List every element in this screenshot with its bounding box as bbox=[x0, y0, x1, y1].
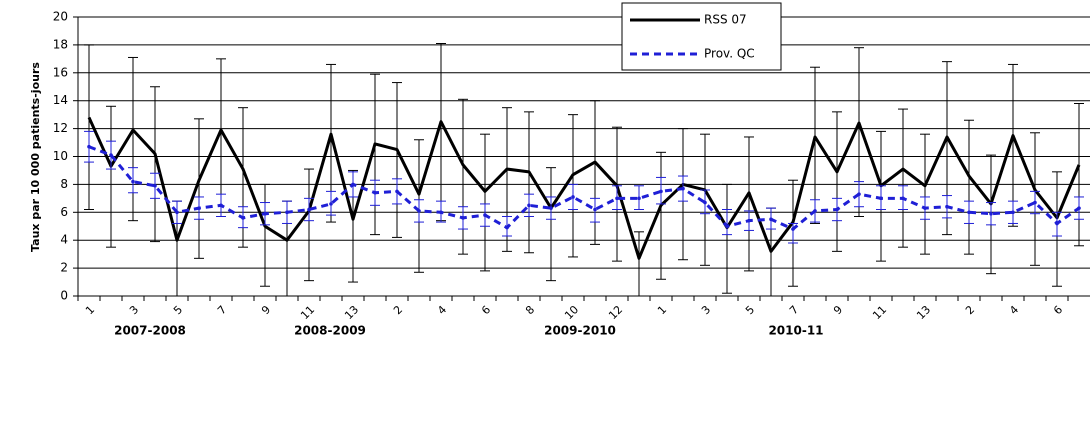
point bbox=[637, 196, 641, 201]
legend-label: RSS 07 bbox=[704, 13, 747, 27]
point bbox=[725, 224, 729, 229]
x-tick-label: 12 bbox=[606, 303, 625, 322]
point bbox=[219, 203, 223, 208]
y-tick-label: 14 bbox=[53, 93, 68, 107]
point bbox=[505, 225, 509, 230]
x-tick-label: 11 bbox=[870, 303, 889, 322]
x-tick-label: 8 bbox=[523, 303, 537, 317]
point bbox=[439, 210, 443, 215]
point bbox=[87, 144, 91, 149]
point bbox=[373, 190, 377, 195]
x-tick-label: 13 bbox=[342, 303, 361, 322]
point bbox=[461, 216, 465, 220]
point bbox=[791, 227, 795, 231]
point bbox=[769, 217, 773, 222]
x-tick-label: 3 bbox=[699, 303, 713, 317]
point bbox=[1055, 221, 1059, 226]
legend-box bbox=[621, 2, 782, 71]
y-tick-label: 0 bbox=[60, 289, 68, 303]
point bbox=[153, 183, 157, 188]
group-label: 2007-2008 bbox=[114, 324, 186, 338]
y-tick-label: 10 bbox=[53, 149, 68, 163]
x-tick-label: 2 bbox=[963, 303, 977, 317]
point bbox=[571, 195, 575, 199]
x-tick-label: 7 bbox=[787, 303, 801, 317]
point bbox=[857, 192, 861, 196]
y-tick-label: 8 bbox=[60, 177, 68, 191]
group-label: 2008-2009 bbox=[294, 324, 366, 338]
series-line bbox=[87, 116, 1081, 260]
x-tick-label: 7 bbox=[215, 303, 229, 317]
point bbox=[615, 196, 619, 201]
point bbox=[351, 182, 355, 187]
x-tick-label: 2 bbox=[391, 303, 405, 317]
point bbox=[593, 207, 597, 212]
point bbox=[109, 153, 113, 157]
point bbox=[549, 206, 553, 210]
point bbox=[901, 196, 905, 201]
y-tick-label: 20 bbox=[53, 10, 68, 24]
x-tick-label: 6 bbox=[1051, 303, 1065, 317]
point bbox=[307, 207, 311, 212]
y-axis-label: Taux par 10 000 patients-jours bbox=[29, 62, 42, 252]
point bbox=[659, 189, 663, 194]
point bbox=[923, 206, 927, 210]
point bbox=[879, 196, 883, 201]
point bbox=[835, 207, 839, 212]
point bbox=[1033, 200, 1037, 205]
point bbox=[175, 210, 179, 215]
point bbox=[681, 186, 685, 191]
x-tick-label: 1 bbox=[655, 303, 669, 317]
x-tick-label: 4 bbox=[1007, 303, 1021, 317]
y-tick-label: 18 bbox=[53, 37, 68, 51]
point bbox=[241, 216, 245, 220]
point bbox=[1011, 210, 1015, 215]
point bbox=[813, 209, 817, 213]
legend-label: Prov. QC bbox=[704, 47, 755, 61]
point bbox=[131, 179, 135, 184]
y-tick-label: 4 bbox=[60, 233, 68, 247]
y-tick-label: 12 bbox=[53, 121, 68, 135]
group-label: 2010-11 bbox=[768, 324, 823, 338]
point bbox=[285, 210, 289, 215]
point bbox=[329, 202, 333, 206]
point bbox=[945, 204, 949, 209]
group-label: 2009-2010 bbox=[544, 324, 616, 338]
point bbox=[483, 213, 487, 217]
x-tick-label: 9 bbox=[259, 303, 273, 317]
x-tick-label: 9 bbox=[831, 303, 845, 317]
x-tick-label: 13 bbox=[914, 303, 933, 322]
point bbox=[703, 200, 707, 205]
x-tick-label: 3 bbox=[127, 303, 141, 317]
point bbox=[967, 210, 971, 215]
y-tick-label: 16 bbox=[53, 65, 68, 79]
point bbox=[527, 203, 531, 208]
point bbox=[747, 218, 751, 223]
y-tick-label: 6 bbox=[60, 205, 68, 219]
y-tick-label: 2 bbox=[60, 261, 68, 275]
x-tick-label: 5 bbox=[171, 303, 185, 317]
x-tick-label: 6 bbox=[479, 303, 493, 317]
x-tick-label: 1 bbox=[83, 303, 97, 317]
point bbox=[395, 189, 399, 194]
x-tick-label: 5 bbox=[743, 303, 757, 317]
point bbox=[989, 211, 993, 216]
point bbox=[263, 211, 267, 216]
x-tick-label: 10 bbox=[562, 303, 581, 322]
point bbox=[197, 206, 201, 210]
x-tick-label: 11 bbox=[298, 303, 317, 322]
x-tick-label: 4 bbox=[435, 303, 449, 317]
point bbox=[417, 209, 421, 213]
point bbox=[1077, 206, 1081, 210]
series-line bbox=[88, 145, 1080, 231]
